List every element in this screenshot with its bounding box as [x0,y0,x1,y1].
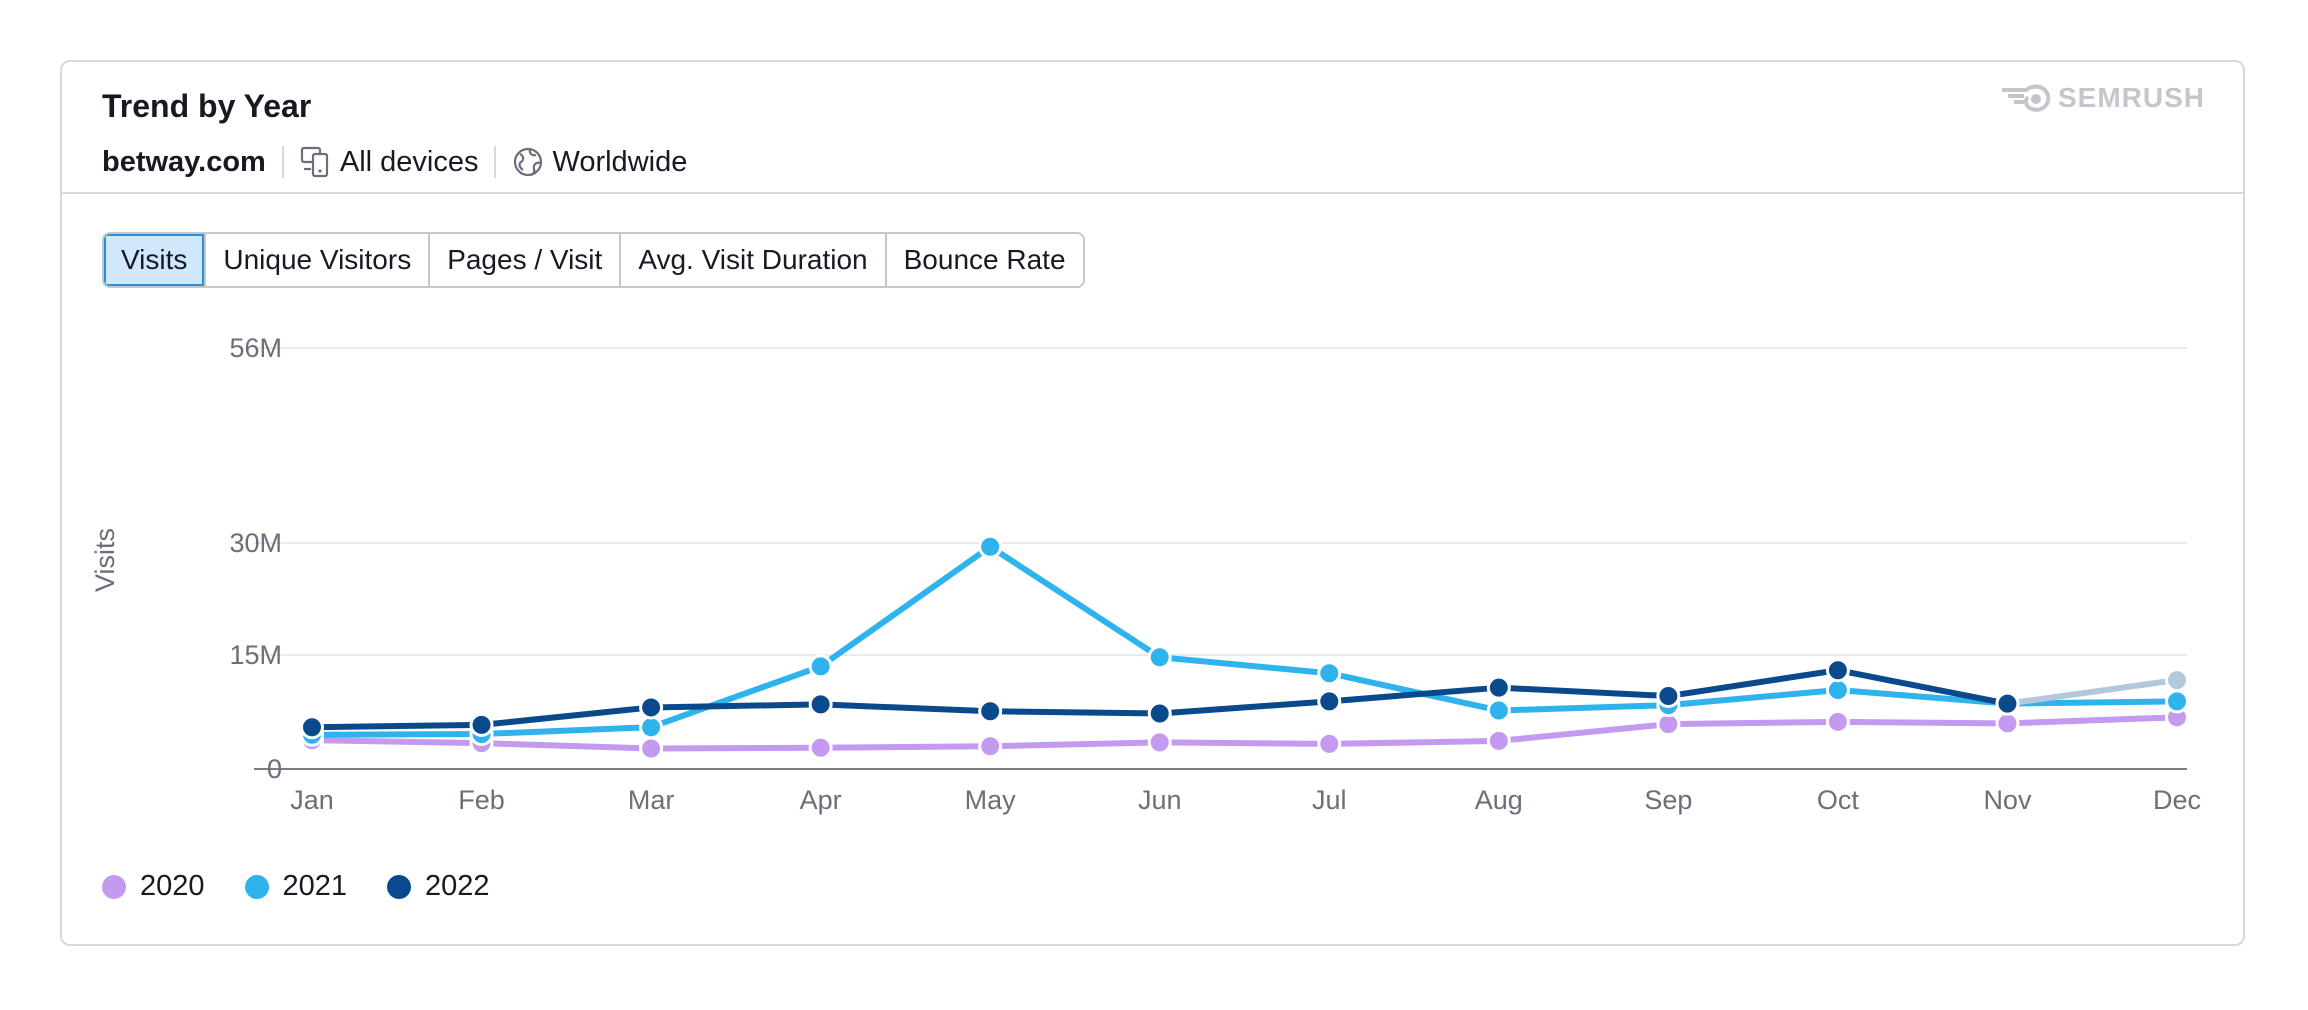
tab-pages-per-visit[interactable]: Pages / Visit [428,234,620,286]
x-tick-label: Apr [800,785,842,815]
data-point-2020 [1825,709,1850,734]
data-point-2022 [2165,668,2189,693]
logo-text: SEMRUSH [2057,82,2205,113]
legend-swatch-2021 [244,874,269,899]
data-point-2020 [978,734,1003,759]
series-line-2020 [309,714,2180,752]
series-layer [300,534,2189,761]
x-tick-label: Mar [628,785,675,815]
data-point-2020 [1486,728,1511,753]
meta-divider [281,146,284,178]
data-point-2022 [1317,689,1342,714]
data-point-2021 [1317,661,1342,686]
legend-label-2021: 2021 [282,870,348,902]
x-tick-label: Jan [290,785,334,815]
card-header: Trend by Year betway.com All devices [62,62,2243,194]
x-tick-label: Jun [1138,785,1182,815]
tab-avg-visit-duration[interactable]: Avg. Visit Duration [619,234,885,286]
x-tick-label: Oct [1817,785,1860,815]
data-point-2022 [978,699,1003,724]
legend-item-2021[interactable]: 2021 [244,870,348,903]
data-point-2022 [1656,684,1681,709]
tab-unique-visitors[interactable]: Unique Visitors [204,234,429,286]
meta-row: betway.com All devices Worldwide [102,142,687,182]
x-tick-label: Jul [1312,785,1347,815]
y-tick-labels: 0 15M 30M 56M [229,333,282,784]
meta-divider [494,146,497,178]
domain-label: betway.com [102,145,266,178]
y-tick-label: 30M [229,528,282,558]
location-label: Worldwide [552,145,688,178]
data-point-2022 [1995,691,2020,716]
series-2022 [300,658,2189,740]
tab-bounce-rate[interactable]: Bounce Rate [884,234,1083,286]
metric-tabs: Visits Unique Visitors Pages / Visit Avg… [102,232,1085,288]
data-point-2021 [1825,677,1850,702]
x-tick-label: Aug [1475,785,1523,815]
data-point-2022 [808,692,833,717]
devices-filter[interactable]: All devices [300,145,479,179]
data-point-2020 [808,735,833,760]
y-tick-label: 15M [229,640,282,670]
legend-label-2020: 2020 [140,870,205,902]
legend-item-2022[interactable]: 2022 [387,870,490,903]
data-point-2021 [1486,698,1511,723]
data-point-2022 [300,715,324,740]
y-axis-label: Visits [90,528,120,592]
chart-legend: 2020 2021 2022 [102,870,530,903]
line-chart: 0 15M 30M 56M Jan Feb Mar Apr May Jun Jul Aug Sep Oc… [90,333,2201,815]
y-tick-label: 56M [229,333,282,363]
location-filter[interactable]: Worldwide [512,146,687,179]
data-point-2021 [1147,645,1172,670]
data-point-2020 [1147,730,1172,755]
tab-visits[interactable]: Visits [104,234,205,286]
y-tick-label: 0 [267,754,282,784]
data-point-2021 [639,715,664,740]
data-point-2022 [1147,701,1172,726]
devices-label: All devices [339,145,479,178]
globe-icon [514,147,543,177]
series-line-2021 [309,543,2180,738]
data-point-2022 [469,712,494,737]
legend-swatch-2022 [387,874,412,899]
data-point-2021 [978,534,1003,559]
semrush-fireball-icon [2001,84,2051,112]
data-point-2022 [639,695,664,720]
semrush-logo: SEMRUSH [2000,82,2205,114]
devices-icon [300,146,328,178]
x-tick-label: Sep [1644,785,1692,815]
data-point-2021 [808,654,833,679]
legend-label-2022: 2022 [425,870,490,902]
grid-layer [254,347,2187,770]
data-point-2020 [1995,711,2020,736]
x-tick-label: May [965,785,1017,815]
x-tick-labels: Jan Feb Mar Apr May Jun Jul Aug Sep Oct Nov Dec [290,785,2201,815]
x-tick-label: Feb [458,785,505,815]
data-point-2020 [639,736,664,761]
card-title: Trend by Year [102,88,312,124]
data-point-2022 [1486,675,1511,700]
data-point-2021 [2165,689,2189,714]
x-tick-label: Nov [1983,785,2032,815]
data-point-2020 [1317,731,1342,756]
legend-swatch-2020 [102,874,126,899]
trend-card: Trend by Year betway.com All devices [60,60,2245,946]
data-point-2022 [1825,658,1850,683]
legend-item-2020[interactable]: 2020 [102,870,205,903]
x-tick-label: Dec [2153,785,2201,815]
series-line-partial-2022 [2004,677,2180,707]
